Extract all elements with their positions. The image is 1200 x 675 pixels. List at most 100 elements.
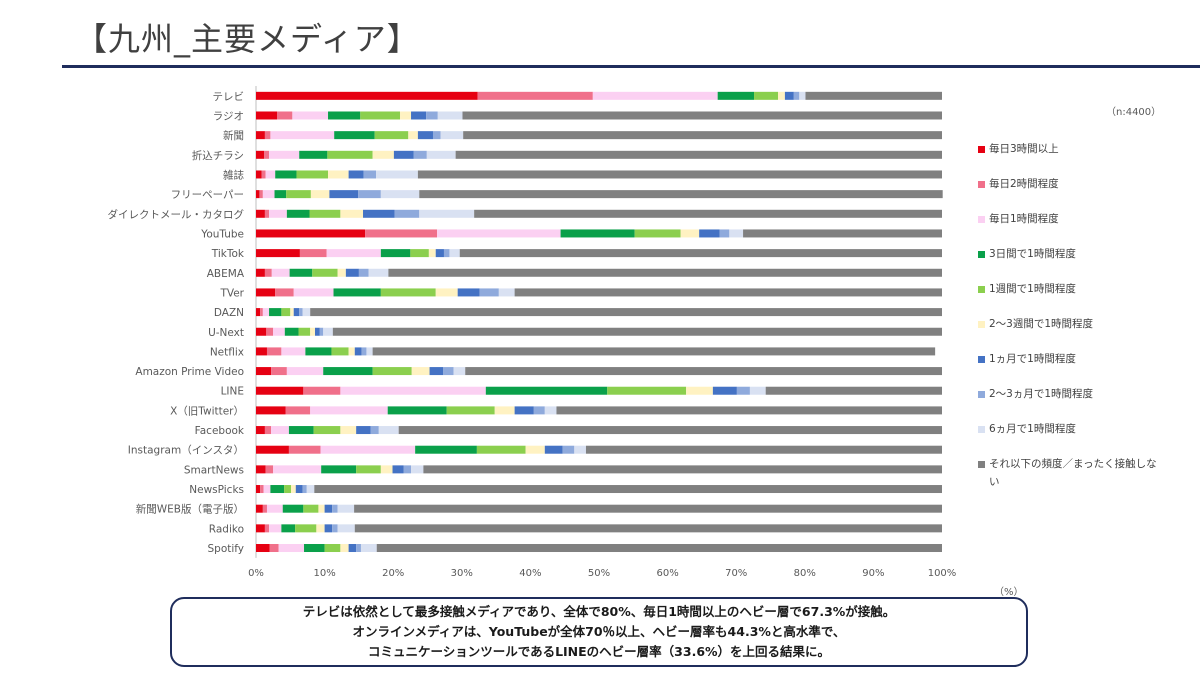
bar-segment [260,485,264,494]
bar-segment [417,170,942,179]
bar-segment [320,445,416,454]
bar-segment [288,445,321,454]
bar-segment [271,268,290,277]
bar-segment [699,229,720,238]
bar-segment [310,406,388,415]
bar-segment [477,91,593,100]
bar-segment [423,465,942,474]
bar-segment [324,524,333,533]
bar-segment [256,347,267,356]
bar-segment [256,367,272,376]
bar-segment [372,150,394,159]
bar-segment [560,229,635,238]
bar-segment [259,190,263,199]
bar-segment [408,131,418,140]
category-label: TVer [219,287,244,299]
bar-segment [295,485,303,494]
bar-segment [328,111,361,120]
bar-segment [712,386,737,395]
bar-segment [262,504,267,513]
bar-segment [256,327,267,336]
bar-segment [337,504,355,513]
bar-segment [686,386,713,395]
bar-segment [256,249,300,258]
category-label: ダイレクトメール・カタログ [108,208,245,221]
bar-segment [393,150,414,159]
bar-segment [453,367,466,376]
bar-segment [323,327,333,336]
bar-segment [717,91,755,100]
bar-segment [256,485,261,494]
bar-segment [256,504,263,513]
legend-item: 1週間で1時間程度 [978,280,1159,298]
bar-segment [437,229,561,238]
bar-segment [270,131,335,140]
legend-swatch [978,286,985,293]
bar-segment [286,190,311,199]
bar-segment [256,288,276,297]
bar-segment [269,150,300,159]
category-label: 新聞 [223,129,244,142]
bar-segment [292,111,329,120]
bar-segment [363,209,395,218]
bar-segment [457,288,480,297]
bar-segment [476,445,526,454]
bar-segment [419,209,475,218]
bar-segment [285,406,311,415]
bar-segment [275,170,297,179]
bar-segment [262,190,275,199]
category-label: SmartNews [184,464,244,476]
legend-item: 6ヵ月で1時間程度 [978,420,1159,438]
bar-segment [455,150,942,159]
bar-segment [256,465,266,474]
bar-segment [410,249,429,258]
bar-segment [403,465,412,474]
bar-segment [463,131,942,140]
bar-segment [306,485,315,494]
bar-segment [256,426,265,435]
bar-segment [333,288,381,297]
bar-segment [269,308,282,317]
x-tick-label: 30% [451,568,473,579]
category-label: フリーペーパー [171,189,244,201]
x-tick-label: 80% [794,568,816,579]
bar-segment [354,524,942,533]
page-title: 【九州_主要メディア】 [75,20,420,58]
bar-segment [264,426,272,435]
legend-swatch [978,426,985,433]
legend-item: 毎日1時間程度 [978,210,1159,228]
bar-segment [281,524,296,533]
x-tick-label: 70% [725,568,747,579]
bar-segment [544,445,563,454]
bar-segment [365,229,438,238]
bar-segment [426,150,456,159]
bar-segment [411,111,427,120]
category-label: 雑誌 [223,168,244,181]
bar-segment [256,209,265,218]
bar-segment [363,170,377,179]
category-label: DAZN [214,307,244,319]
bar-segment [376,544,943,553]
legend-item: それ以下の頻度／まったく接触しない [978,455,1159,491]
bar-segment [310,327,315,336]
bar-segment [372,367,412,376]
legend-item: 毎日3時間以上 [978,140,1159,158]
x-tick-label: 40% [519,568,541,579]
bar-segment [299,249,327,258]
bar-segment [329,190,359,199]
bar-segment [360,544,377,553]
legend-label: 毎日1時間程度 [989,213,1059,225]
bar-segment [340,386,486,395]
bar-segment [273,327,285,336]
bar-segment [443,249,450,258]
bar-segment [429,367,444,376]
bar-segment [366,347,373,356]
category-label: U-Next [208,327,244,339]
bar-segment [295,524,317,533]
bar-segment [376,170,418,179]
bar-segment [387,406,447,415]
bar-segment [314,327,320,336]
bar-segment [334,131,375,140]
bar-segment [313,426,341,435]
